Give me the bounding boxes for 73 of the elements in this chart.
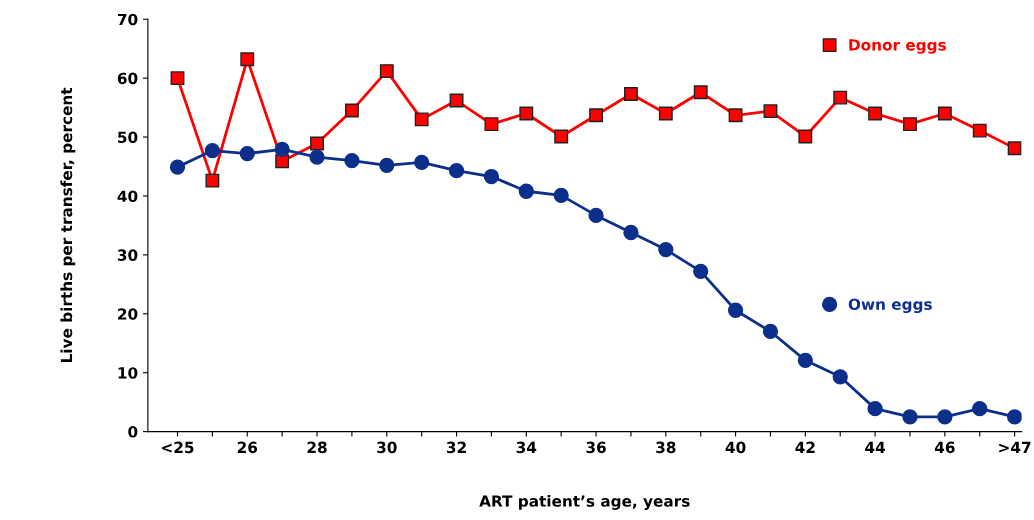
point: [693, 263, 709, 280]
point: [728, 108, 743, 123]
x-tick-label: 44: [865, 441, 886, 453]
legend-label: Donor eggs: [849, 39, 946, 54]
point: [833, 90, 848, 105]
point: [309, 149, 325, 165]
point: [868, 106, 883, 121]
x-tick-label: 32: [446, 441, 466, 454]
point: [205, 173, 220, 188]
x-axis-title: ART patient’s age, years: [479, 495, 690, 510]
x-tick-label: 42: [795, 441, 815, 453]
y-tick-label: 70: [117, 13, 138, 26]
point: [240, 52, 255, 67]
point: [518, 183, 534, 199]
point: [797, 352, 813, 368]
point: [902, 409, 918, 425]
point: [623, 224, 639, 241]
x-tick-label: 26: [237, 441, 258, 454]
y-tick-label: 50: [118, 131, 138, 144]
point: [204, 142, 221, 159]
y-tick-label: 10: [118, 367, 138, 379]
point: [414, 154, 430, 171]
x-tick-label: 36: [586, 441, 606, 454]
point: [763, 104, 778, 119]
point: [414, 112, 429, 127]
point: [448, 162, 465, 179]
y-tick-label: 20: [118, 308, 138, 320]
point: [484, 117, 499, 132]
point: [937, 106, 952, 121]
x-tick-label: 38: [656, 441, 676, 454]
x-tick-label: 28: [307, 441, 327, 454]
y-tick-label: 40: [117, 190, 138, 202]
x-tick-label: 40: [725, 441, 746, 454]
point: [519, 106, 534, 121]
point: [274, 141, 290, 158]
y-tick-label: 30: [117, 249, 138, 261]
point: [972, 123, 987, 138]
x-tick-label: >47: [999, 441, 1031, 453]
point: [937, 409, 953, 425]
y-axis-title: Live births per transfer, percent: [60, 87, 76, 363]
point: [344, 103, 359, 118]
point: [658, 106, 673, 121]
x-tick-label: 30: [377, 441, 397, 454]
y-tick-label: 0: [128, 426, 138, 438]
point: [693, 85, 708, 100]
point: [239, 145, 255, 162]
point: [727, 302, 744, 318]
point: [310, 136, 324, 151]
point: [1006, 409, 1022, 425]
point: [344, 152, 360, 169]
point: [588, 207, 604, 224]
point: [379, 157, 395, 173]
y-tick-label: 60: [117, 72, 138, 85]
point: [483, 168, 500, 185]
point: [170, 71, 185, 86]
point: [554, 129, 569, 144]
point: [903, 117, 917, 132]
point: [589, 108, 604, 123]
point: [867, 400, 883, 417]
point: [798, 129, 813, 144]
x-tick-label: <25: [162, 441, 194, 454]
point: [623, 87, 638, 101]
point: [169, 159, 186, 175]
point: [553, 187, 569, 204]
point: [832, 369, 848, 385]
point: [1007, 141, 1022, 156]
point: [972, 400, 988, 417]
point: [762, 323, 779, 340]
x-tick-label: 46: [934, 441, 955, 454]
point: [379, 64, 394, 79]
legend-label: Own eggs: [848, 298, 932, 314]
x-tick-label: 34: [516, 441, 537, 454]
point: [658, 241, 674, 258]
